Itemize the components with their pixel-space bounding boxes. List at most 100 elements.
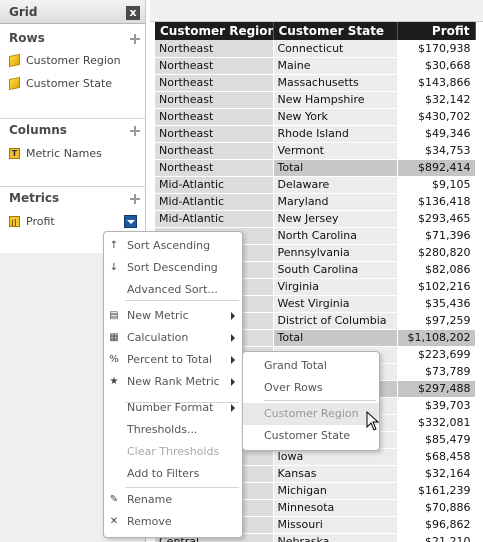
metric-icon — [9, 216, 20, 227]
cell-profit[interactable]: $332,081 — [397, 414, 476, 432]
cell-profit[interactable]: $97,259 — [397, 312, 476, 330]
cell-profit[interactable]: $39,703 — [397, 397, 476, 415]
header-profit[interactable]: Profit — [397, 22, 476, 40]
menu-separator — [125, 402, 239, 403]
cell-profit[interactable]: $170,938 — [397, 40, 476, 58]
menu-item-sort-ascending[interactable]: ↑ Sort Ascending — [104, 235, 242, 257]
metric-field-profit[interactable]: Profit — [9, 214, 109, 230]
cell-customer-state[interactable]: District of Columbia — [273, 312, 398, 330]
menu-item-add-to-filters[interactable]: Add to Filters — [104, 463, 242, 485]
cell-profit[interactable]: $70,886 — [397, 499, 476, 517]
menu-item-advanced-sort[interactable]: Advanced Sort... — [104, 279, 242, 301]
menu-item-new-metric[interactable]: ▤ New Metric — [104, 305, 242, 327]
metric-dropdown-button[interactable] — [124, 215, 137, 228]
sort-ascending-icon: ↑ — [109, 240, 119, 251]
submenu-item-over-rows[interactable]: Over Rows — [243, 377, 379, 399]
cell-customer-state[interactable]: Rhode Island — [273, 125, 398, 143]
header-customer-region[interactable]: Customer Region — [155, 22, 274, 40]
calculator-icon: ▦ — [109, 332, 119, 343]
cell-profit[interactable]: $161,239 — [397, 482, 476, 500]
cell-profit[interactable]: $297,488 — [397, 380, 476, 398]
cell-customer-region[interactable]: Northeast — [155, 57, 274, 75]
cell-customer-region[interactable]: Mid-Atlantic — [155, 193, 274, 211]
cell-customer-state[interactable]: New York — [273, 108, 398, 126]
menu-item-rename[interactable]: ✎ Rename — [104, 489, 242, 511]
cell-profit[interactable]: $9,105 — [397, 176, 476, 194]
cell-profit[interactable]: $30,668 — [397, 57, 476, 75]
cell-customer-region[interactable]: Northeast — [155, 159, 274, 177]
cell-profit[interactable]: $21,210 — [397, 533, 476, 542]
cell-customer-state[interactable]: Maryland — [273, 193, 398, 211]
cell-profit[interactable]: $96,862 — [397, 516, 476, 534]
close-icon[interactable]: x — [126, 6, 140, 20]
cell-customer-state[interactable]: New Jersey — [273, 210, 398, 228]
menu-item-remove[interactable]: ✕ Remove — [104, 511, 242, 533]
row-field-customer-state[interactable]: Customer State — [9, 76, 139, 92]
cell-customer-state[interactable]: Massachusetts — [273, 74, 398, 92]
menu-item-label: Calculation — [127, 331, 189, 344]
cell-customer-state[interactable]: Pennsylvania — [273, 244, 398, 262]
menu-item-percent-to-total[interactable]: % Percent to Total — [104, 349, 242, 371]
cell-profit[interactable]: $280,820 — [397, 244, 476, 262]
cell-customer-state[interactable]: Total — [273, 329, 398, 347]
cell-customer-state[interactable]: Total — [273, 159, 398, 177]
cell-customer-state[interactable]: Connecticut — [273, 40, 398, 58]
cell-profit[interactable]: $143,866 — [397, 74, 476, 92]
cell-profit[interactable]: $71,396 — [397, 227, 476, 245]
cell-customer-state[interactable]: North Carolina — [273, 227, 398, 245]
cell-profit[interactable]: $32,164 — [397, 465, 476, 483]
cell-profit[interactable]: $223,699 — [397, 346, 476, 364]
add-row-icon[interactable] — [129, 33, 141, 45]
cell-profit[interactable]: $32,142 — [397, 91, 476, 109]
cell-customer-state[interactable]: West Virginia — [273, 295, 398, 313]
add-metric-icon[interactable] — [129, 193, 141, 205]
cell-customer-region[interactable]: Northeast — [155, 142, 274, 160]
cell-profit[interactable]: $102,216 — [397, 278, 476, 296]
menu-item-sort-descending[interactable]: ↓ Sort Descending — [104, 257, 242, 279]
cell-profit[interactable]: $136,418 — [397, 193, 476, 211]
cell-profit[interactable]: $293,465 — [397, 210, 476, 228]
cell-customer-region[interactable]: Northeast — [155, 91, 274, 109]
cell-profit[interactable]: $82,086 — [397, 261, 476, 279]
cell-profit[interactable]: $73,789 — [397, 363, 476, 381]
cell-customer-region[interactable]: Mid-Atlantic — [155, 176, 274, 194]
cell-customer-state[interactable]: Vermont — [273, 142, 398, 160]
menu-item-calculation[interactable]: ▦ Calculation — [104, 327, 242, 349]
cell-customer-state[interactable]: Michigan — [273, 482, 398, 500]
cell-customer-state[interactable]: Iowa — [273, 448, 398, 466]
cell-profit[interactable]: $68,458 — [397, 448, 476, 466]
cell-profit[interactable]: $49,346 — [397, 125, 476, 143]
add-column-icon[interactable] — [129, 125, 141, 137]
cell-customer-state[interactable]: Delaware — [273, 176, 398, 194]
menu-item-new-rank-metric[interactable]: ★ New Rank Metric — [104, 371, 242, 393]
header-customer-state[interactable]: Customer State — [273, 22, 398, 40]
cell-customer-state[interactable]: Kansas — [273, 465, 398, 483]
cell-customer-state[interactable]: Nebraska — [273, 533, 398, 542]
submenu-item-customer-state[interactable]: Customer State — [243, 425, 379, 447]
column-field-metric-names[interactable]: T Metric Names — [9, 146, 139, 162]
cell-customer-state[interactable]: Missouri — [273, 516, 398, 534]
cell-profit[interactable]: $85,479 — [397, 431, 476, 449]
cell-profit[interactable]: $35,436 — [397, 295, 476, 313]
cell-customer-region[interactable]: Northeast — [155, 40, 274, 58]
cell-customer-region[interactable]: Mid-Atlantic — [155, 210, 274, 228]
menu-item-number-format[interactable]: Number Format — [104, 397, 242, 419]
cell-customer-region[interactable]: Northeast — [155, 108, 274, 126]
cell-profit[interactable]: $892,414 — [397, 159, 476, 177]
submenu-item-grand-total[interactable]: Grand Total — [243, 355, 379, 377]
new-metric-icon: ▤ — [109, 310, 119, 321]
submenu-arrow-icon — [231, 312, 235, 320]
cell-customer-region[interactable]: Northeast — [155, 125, 274, 143]
row-field-customer-region[interactable]: Customer Region — [9, 53, 139, 69]
cell-profit[interactable]: $34,753 — [397, 142, 476, 160]
cell-profit[interactable]: $1,108,202 — [397, 329, 476, 347]
cell-customer-region[interactable]: Northeast — [155, 74, 274, 92]
submenu-item-customer-region[interactable]: Customer Region — [243, 403, 379, 425]
cell-customer-state[interactable]: Maine — [273, 57, 398, 75]
cell-customer-state[interactable]: Minnesota — [273, 499, 398, 517]
cell-customer-state[interactable]: New Hampshire — [273, 91, 398, 109]
cell-profit[interactable]: $430,702 — [397, 108, 476, 126]
menu-item-thresholds[interactable]: Thresholds... — [104, 419, 242, 441]
cell-customer-state[interactable]: South Carolina — [273, 261, 398, 279]
cell-customer-state[interactable]: Virginia — [273, 278, 398, 296]
